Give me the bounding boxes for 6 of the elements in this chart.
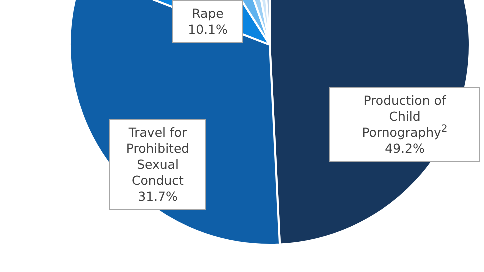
slice-label: Rape (192, 6, 224, 21)
data-label: 10.1% (188, 22, 228, 37)
data-label: 49.2% (385, 141, 425, 156)
slice-label: Production of Child Pornography$^{2}$ (362, 93, 448, 140)
data-label: 31.7% (138, 189, 178, 204)
slice-label: Travel for Prohibited Sexual Conduct (126, 125, 190, 188)
